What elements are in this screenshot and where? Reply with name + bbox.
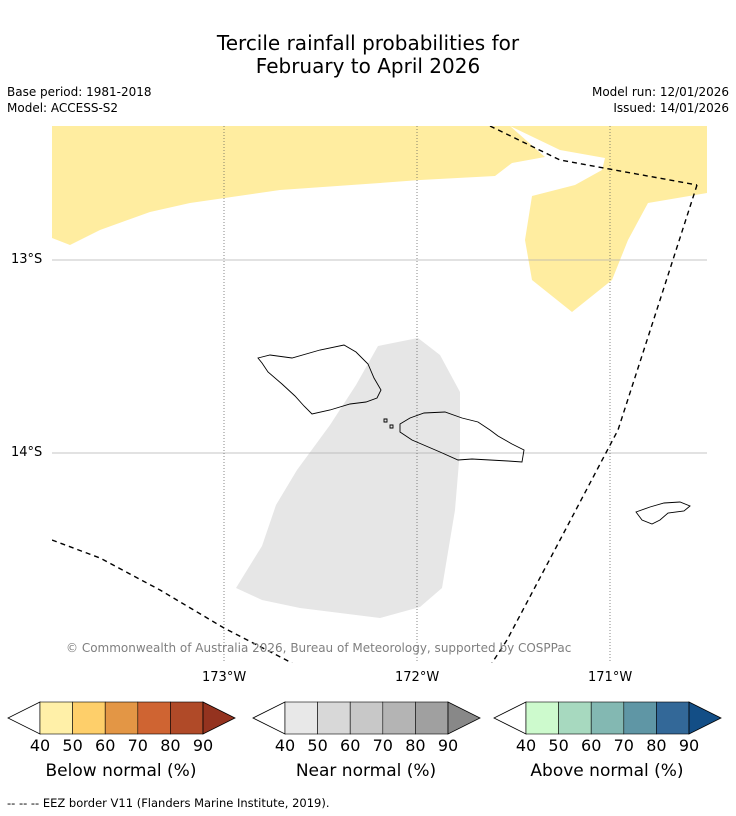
above-colorbar-segment	[558, 701, 592, 735]
below-colorbar-segment	[72, 701, 106, 735]
below-colorbar-segment	[137, 701, 171, 735]
below-colorbar-tick: 50	[62, 736, 83, 755]
title-line-2: February to April 2026	[255, 54, 481, 78]
eez-footnote: -- -- -- EEZ border V11 (Flanders Marine…	[7, 796, 330, 810]
below-colorbar-segment	[39, 701, 73, 735]
above-colorbar-under-arrow	[493, 701, 527, 735]
eez-border-southwest	[52, 539, 293, 663]
copyright-credit: © Commonwealth of Australia 2026, Bureau…	[66, 641, 572, 655]
apolima-island	[389, 424, 394, 429]
below-colorbar-tick: 70	[127, 736, 148, 755]
below-colorbar-under-arrow	[7, 701, 41, 735]
title-line-1: Tercile rainfall probabilities for	[216, 31, 520, 55]
model-name: Model: ACCESS-S2	[7, 101, 119, 115]
tutuila-island	[635, 501, 691, 525]
above-colorbar-segment	[656, 701, 690, 735]
manono-island	[383, 418, 388, 423]
near-normal-region	[236, 338, 460, 618]
above-colorbar-over-arrow	[688, 701, 722, 735]
above-colorbar-tick: 70	[613, 736, 634, 755]
upolu-island	[399, 411, 525, 463]
eez-border-east	[491, 184, 698, 663]
below-colorbar-tick: 40	[29, 736, 51, 755]
near-colorbar-tick: 90	[437, 736, 459, 755]
lat-tick-14s: 14°S	[11, 445, 43, 460]
near-colorbar-tick: 80	[405, 736, 426, 755]
above-colorbar-tick: 60	[581, 736, 602, 755]
above-colorbar-tick: 40	[515, 736, 537, 755]
lon-tick-173w: 173°W	[202, 670, 247, 685]
below-colorbar-tick: 80	[160, 736, 181, 755]
above-colorbar-tick: 50	[548, 736, 569, 755]
model-run: Model run: 12/01/2026	[591, 85, 729, 99]
below-colorbar-tick: 60	[95, 736, 116, 755]
near-colorbar-tick: 60	[340, 736, 361, 755]
issued-date: Issued: 14/01/2026	[613, 101, 729, 115]
near-colorbar-under-arrow	[252, 701, 286, 735]
below-colorbar-over-arrow	[202, 701, 236, 735]
below-colorbar-segment	[104, 701, 139, 735]
near-colorbar-segment	[349, 701, 384, 735]
above-colorbar-label: Above normal (%)	[530, 761, 684, 781]
near-colorbar-tick: 40	[274, 736, 296, 755]
near-colorbar-tick: 70	[372, 736, 393, 755]
lon-tick-172w: 172°W	[395, 670, 440, 685]
near-colorbar-label: Near normal (%)	[295, 761, 437, 781]
base-period: Base period: 1981-2018	[7, 85, 152, 99]
above-colorbar-segment	[525, 701, 559, 735]
above-colorbar-tick: 80	[646, 736, 667, 755]
near-colorbar-segment	[415, 701, 449, 735]
near-colorbar-segment	[382, 701, 416, 735]
below-colorbar-segment	[170, 701, 204, 735]
near-colorbar-segment	[317, 701, 351, 735]
above-colorbar-segment	[623, 701, 657, 735]
below-colorbar-tick: 90	[192, 736, 214, 755]
below-normal-region	[52, 126, 707, 312]
below-colorbar-label: Below normal (%)	[45, 761, 197, 781]
near-colorbar-tick: 50	[307, 736, 328, 755]
near-colorbar-segment	[284, 701, 318, 735]
lon-tick-171w: 171°W	[588, 670, 633, 685]
lat-tick-13s: 13°S	[11, 252, 43, 267]
near-colorbar-over-arrow	[447, 701, 481, 735]
above-colorbar-tick: 90	[678, 736, 700, 755]
savaii-island	[257, 344, 382, 415]
above-colorbar-segment	[590, 701, 625, 735]
